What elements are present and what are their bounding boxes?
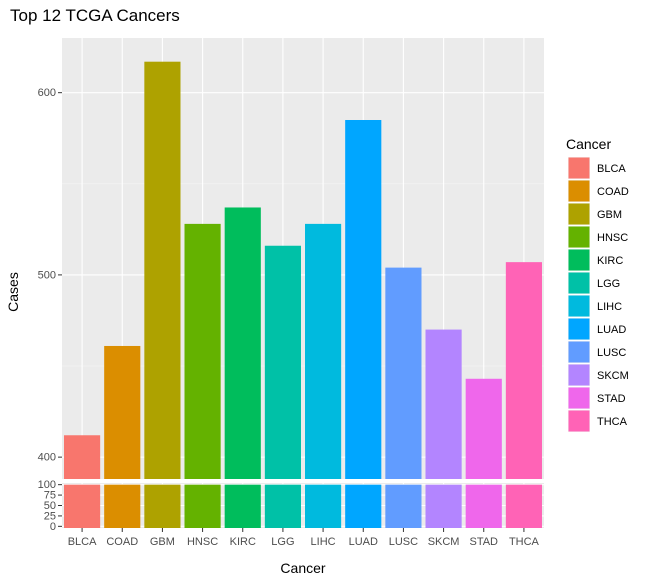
bar-lower-LUAD [345, 484, 382, 528]
legend-label: STAD [597, 393, 626, 405]
legend-key-BLCA [568, 157, 590, 179]
bar-lower-KIRC [224, 484, 261, 528]
legend-label: HNSC [597, 232, 628, 244]
bar-lower-LIHC [305, 484, 342, 528]
legend-key-LUAD [568, 318, 590, 340]
x-axis-title: Cancer [280, 560, 325, 576]
x-tick-label: SKCM [428, 536, 460, 548]
legend-label: LGG [597, 278, 620, 290]
bar-lower-GBM [144, 484, 181, 528]
legend-key-THCA [568, 410, 590, 432]
legend-key-LUSC [568, 341, 590, 363]
bar-lower-LUSC [385, 484, 422, 528]
x-tick-label: HNSC [187, 536, 218, 548]
bar-lower-LGG [264, 484, 301, 528]
upper-panel-background [62, 38, 544, 479]
x-tick-label: LUAD [349, 536, 378, 548]
bar-LGG [264, 245, 301, 479]
x-axis-ticks: BLCA COAD GBM HNSC KIRC LGG LIHC LUAD LUSC SKCM ST… [68, 528, 540, 548]
legend-label: SKCM [597, 370, 629, 382]
y-tick-label: 500 [38, 269, 56, 281]
y-tick-label: 25 [44, 510, 56, 522]
bar-LUSC [385, 267, 422, 479]
x-tick-label: THCA [509, 536, 540, 548]
bar-lower-STAD [465, 484, 502, 528]
legend-key-KIRC [568, 249, 590, 271]
bar-GBM [144, 61, 181, 479]
chart-title: Top 12 TCGA Cancers [10, 6, 180, 25]
bar-lower-SKCM [425, 484, 462, 528]
y-tick-label: 400 [38, 452, 56, 464]
x-tick-label: BLCA [68, 536, 97, 548]
legend-key-STAD [568, 387, 590, 409]
x-tick-label: LIHC [311, 536, 336, 548]
bar-KIRC [224, 207, 261, 479]
x-tick-label: COAD [106, 536, 138, 548]
bar-COAD [104, 345, 141, 479]
bar-STAD [465, 378, 502, 479]
x-tick-label: LUSC [389, 536, 418, 548]
bar-THCA [505, 262, 542, 479]
x-tick-label: STAD [469, 536, 498, 548]
legend-label: COAD [597, 186, 629, 198]
bar-LIHC [305, 223, 342, 479]
bar-lower-HNSC [184, 484, 221, 528]
bar-HNSC [184, 223, 221, 479]
y-tick-label: 100 [38, 479, 56, 491]
legend-label: LIHC [597, 301, 622, 313]
legend-label: LUAD [597, 324, 626, 336]
y-tick-label: 0 [50, 521, 56, 533]
bar-lower-THCA [505, 484, 542, 528]
legend-label: GBM [597, 209, 622, 221]
bar-lower-COAD [104, 484, 141, 528]
legend-key-GBM [568, 203, 590, 225]
legend-key-LGG [568, 272, 590, 294]
legend-label: BLCA [597, 163, 626, 175]
legend-label: KIRC [597, 255, 623, 267]
bars [64, 61, 542, 528]
legend-key-LIHC [568, 295, 590, 317]
bar-lower-BLCA [64, 484, 101, 528]
x-tick-label: KIRC [230, 536, 256, 548]
legend-key-HNSC [568, 226, 590, 248]
y-tick-label: 600 [38, 87, 56, 99]
bar-SKCM [425, 329, 462, 479]
y-tick-label: 50 [44, 500, 56, 512]
legend-label: LUSC [597, 347, 626, 359]
legend-key-SKCM [568, 364, 590, 386]
legend: BLCA COAD GBM HNSC KIRC LGG LIHC LUAD LUSC SKCM ST… [568, 157, 629, 432]
legend-label: THCA [597, 416, 628, 428]
legend-key-COAD [568, 180, 590, 202]
y-axis-title: Cases [5, 272, 21, 312]
x-tick-label: LGG [271, 536, 294, 548]
bar-BLCA [64, 435, 101, 479]
x-tick-label: GBM [150, 536, 175, 548]
bar-LUAD [345, 120, 382, 479]
legend-title: Cancer [566, 136, 611, 152]
y-tick-label: 75 [44, 490, 56, 502]
